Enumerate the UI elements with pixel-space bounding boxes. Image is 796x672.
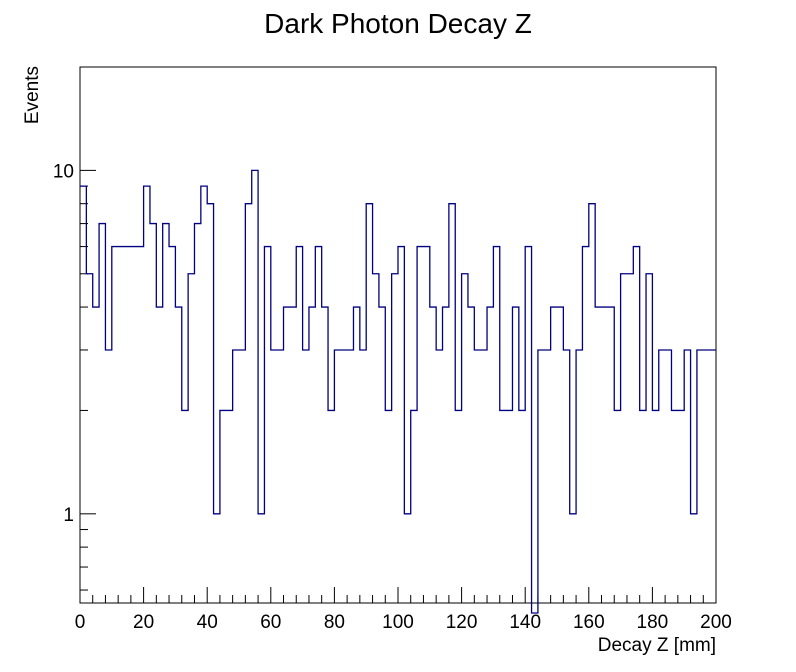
axes: 0 20 40 60 80 100 120 140 160 180 200 1 10 bbox=[53, 161, 732, 633]
x-tick-label: 40 bbox=[197, 612, 218, 633]
x-tick-label: 140 bbox=[509, 612, 541, 633]
chart-title: Dark Photon Decay Z bbox=[264, 8, 532, 39]
x-axis-label: Decay Z [mm] bbox=[598, 635, 716, 656]
x-tick-label: 180 bbox=[637, 612, 669, 633]
x-tick-label: 0 bbox=[75, 612, 86, 633]
x-tick-label: 20 bbox=[133, 612, 154, 633]
y-axis-label: Events bbox=[22, 66, 43, 124]
x-tick-label: 60 bbox=[260, 612, 281, 633]
x-tick-label: 160 bbox=[573, 612, 605, 633]
x-tick-label: 80 bbox=[324, 612, 345, 633]
y-tick-label: 1 bbox=[63, 505, 74, 526]
x-tick-label: 200 bbox=[700, 612, 732, 633]
y-tick-label: 10 bbox=[53, 161, 74, 182]
histogram-series-line bbox=[80, 169, 716, 614]
x-tick-label: 100 bbox=[382, 612, 414, 633]
x-tick-label: 120 bbox=[446, 612, 478, 633]
